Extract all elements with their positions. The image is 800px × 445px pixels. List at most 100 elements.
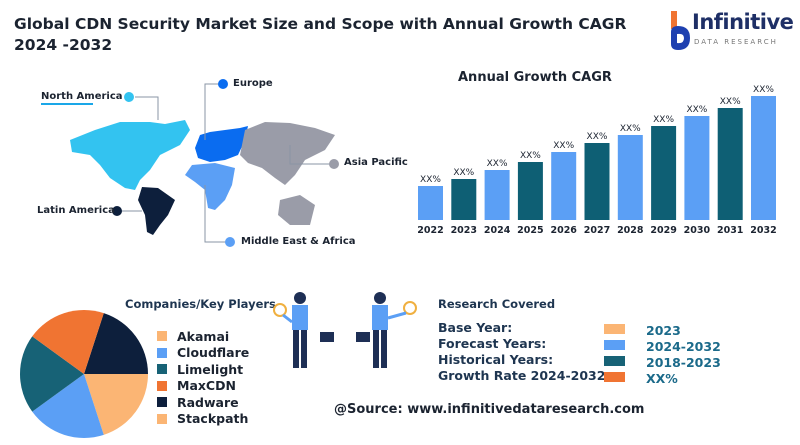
bar-2031 xyxy=(717,108,743,220)
legend-label: Limelight xyxy=(177,361,244,377)
map-middle-east-africa xyxy=(185,163,235,210)
bar-data-label: XX% xyxy=(553,141,574,151)
bar-data-label: XX% xyxy=(420,175,441,185)
x-tick-label: 2022 xyxy=(417,225,443,236)
bar-data-label: XX% xyxy=(686,105,707,115)
research-swatch xyxy=(604,340,625,350)
legend-swatch xyxy=(157,380,167,391)
map-north-america xyxy=(70,120,190,190)
x-tick-label: 2028 xyxy=(617,225,644,236)
bar-2029 xyxy=(651,126,677,220)
x-tick-label: 2024 xyxy=(484,225,511,236)
research-swatch xyxy=(604,356,625,366)
research-value: 2018-2023 xyxy=(646,355,721,370)
latin-america-dot xyxy=(112,206,122,216)
pie-slice xyxy=(32,310,104,374)
pie-slice xyxy=(32,374,104,438)
research-label: Base Year: xyxy=(438,320,513,335)
europe-dot xyxy=(218,79,228,89)
bar-2026 xyxy=(551,152,577,220)
x-tick-label: 2029 xyxy=(650,225,676,236)
x-tick-label: 2026 xyxy=(550,225,577,236)
x-tick-label: 2027 xyxy=(584,225,610,236)
north-america-dot xyxy=(124,92,134,102)
x-tick-label: 2032 xyxy=(750,225,776,236)
label-north-america: North America xyxy=(41,91,123,102)
research-title: Research Covered xyxy=(438,297,556,311)
research-table: Base Year: 2023 Forecast Years: 2024-2032… xyxy=(438,320,778,390)
legend-label: Stackpath xyxy=(177,411,249,427)
bar-data-label: XX% xyxy=(720,97,741,107)
x-tick-label: 2030 xyxy=(684,225,711,236)
bar-2028 xyxy=(617,135,643,220)
pie-chart xyxy=(20,310,148,438)
logo-brand: Infinitive xyxy=(692,10,794,34)
legend-item: Radware xyxy=(157,394,249,411)
bar-2025 xyxy=(517,162,543,220)
research-value: XX% xyxy=(646,371,678,386)
businessman-illustration xyxy=(273,292,417,368)
map-europe xyxy=(195,126,248,162)
research-value: 2023 xyxy=(646,323,681,338)
person-icon xyxy=(356,292,417,368)
bar-data-label: XX% xyxy=(453,168,474,178)
bar-data-label: XX% xyxy=(753,85,774,95)
x-tick-label: 2031 xyxy=(717,225,743,236)
bar-data-label: XX% xyxy=(653,115,674,125)
pie-legend: Akamai Cloudflare Limelight MaxCDN Radware St… xyxy=(157,328,249,427)
pie-slice xyxy=(84,374,148,435)
logo: Infinitive DATA RESEARCH xyxy=(664,8,794,52)
world-map xyxy=(41,79,339,247)
bar-data-label: XX% xyxy=(587,132,608,142)
bar-data-label: XX% xyxy=(620,124,641,134)
bar-data-label: XX% xyxy=(487,159,508,169)
source-text: @Source: www.infinitivedataresearch.com xyxy=(334,402,645,417)
logo-sub: DATA RESEARCH xyxy=(694,38,778,46)
bar-chart: XX% 2022 XX% 2023 XX% 2024 XX% 2025 XX% 2026 XX% 20… xyxy=(417,85,776,236)
map-latin-america xyxy=(138,187,175,235)
legend-swatch xyxy=(157,413,167,424)
legend-label: Akamai xyxy=(177,328,230,344)
research-label: Forecast Years: xyxy=(438,336,547,351)
map-asia-pacific xyxy=(240,122,335,225)
research-swatch xyxy=(604,324,625,334)
bar-2027 xyxy=(584,143,610,220)
label-europe: Europe xyxy=(233,78,273,89)
research-label: Historical Years: xyxy=(438,352,554,367)
logo-icon xyxy=(671,11,690,50)
legend-swatch xyxy=(157,347,167,358)
label-latin-america: Latin America xyxy=(37,205,115,216)
pie-slice xyxy=(84,313,148,374)
bar-chart-title: Annual Growth CAGR xyxy=(458,70,612,85)
bar-data-label: XX% xyxy=(520,151,541,161)
pie-slice xyxy=(20,336,84,412)
legend-label: MaxCDN xyxy=(177,378,236,394)
players-title: Companies/Key Players xyxy=(125,297,276,311)
x-tick-label: 2025 xyxy=(517,225,543,236)
legend-item: Cloudflare xyxy=(157,345,249,362)
legend-swatch xyxy=(157,331,167,342)
bar-2024 xyxy=(484,170,510,220)
research-label: Growth Rate 2024-2032: xyxy=(438,368,611,383)
label-asia-pacific: Asia Pacific xyxy=(344,157,408,168)
legend-label: Radware xyxy=(177,394,239,410)
legend-item: Akamai xyxy=(157,328,249,345)
bar-2032 xyxy=(751,96,776,220)
bar-2022 xyxy=(418,186,443,220)
mea-dot xyxy=(225,237,235,247)
bar-2030 xyxy=(684,116,710,220)
legend-label: Cloudflare xyxy=(177,345,250,361)
legend-item: Stackpath xyxy=(157,411,249,428)
bar-2023 xyxy=(451,179,477,220)
legend-item: MaxCDN xyxy=(157,378,249,395)
research-value: 2024-2032 xyxy=(646,339,721,354)
legend-swatch xyxy=(157,397,167,408)
label-mea: Middle East & Africa xyxy=(241,236,356,247)
x-tick-label: 2023 xyxy=(451,225,477,236)
legend-item: Limelight xyxy=(157,361,249,378)
legend-swatch xyxy=(157,364,167,375)
research-swatch xyxy=(604,372,625,382)
person-icon xyxy=(273,292,334,368)
asia-pacific-dot xyxy=(329,159,339,169)
page-title: Global CDN Security Market Size and Scop… xyxy=(14,15,627,54)
